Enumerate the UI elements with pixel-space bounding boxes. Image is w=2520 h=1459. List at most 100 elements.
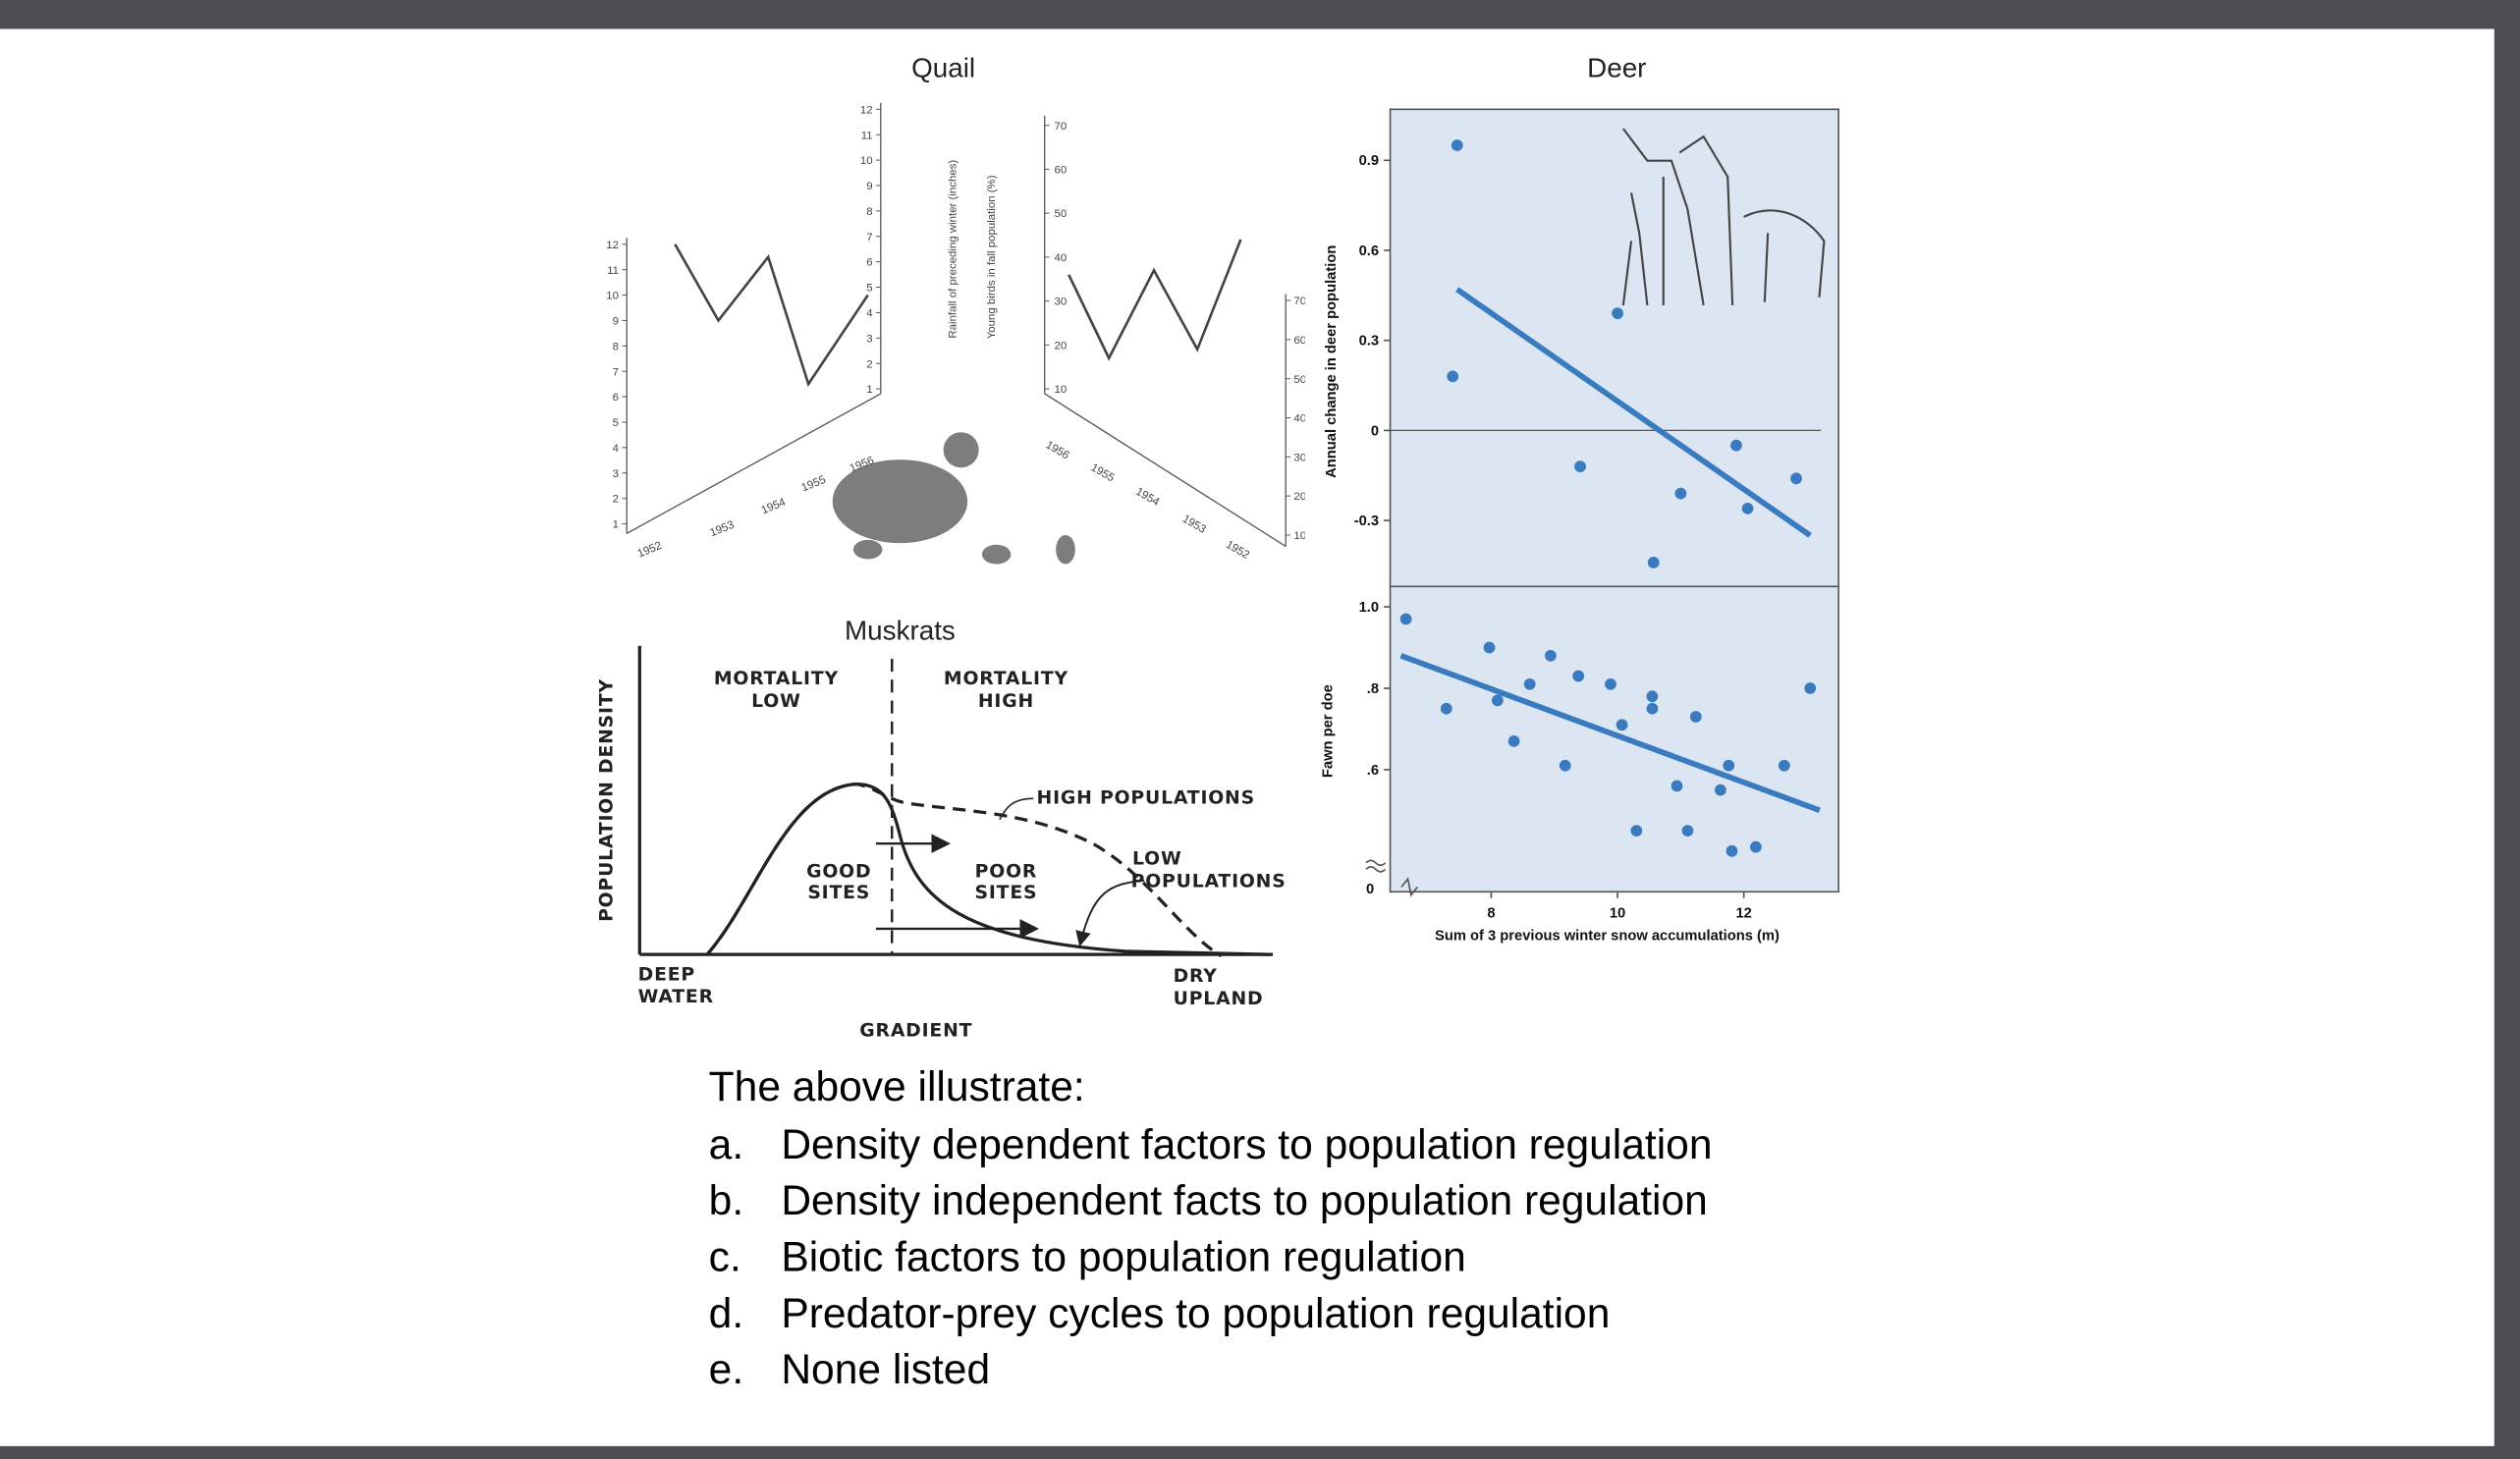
point [1804,682,1817,694]
site-label: GOOD [806,862,871,883]
y-tick-label: 3 [866,333,872,345]
y-tick-label: 70 [1293,296,1306,307]
point [1723,759,1735,772]
point [1545,649,1557,662]
deer-illustration [1621,128,1826,306]
end-label: DRY [1174,966,1218,987]
y-tick-label: 1 [866,384,872,396]
point [1790,472,1802,485]
y-axis-label: Annual change in deer population [1324,245,1340,478]
y-tick-label: 12 [860,104,873,116]
option-text: Predator-prey cycles to population regul… [781,1290,1610,1337]
option-letter: c. [709,1233,741,1280]
point [1647,557,1660,568]
option-text: None listed [781,1346,990,1393]
point [1616,719,1628,731]
end-label: WATER [638,987,714,1007]
y-tick-label: 1 [613,519,619,531]
deer-title: Deer [1587,53,1646,83]
y-tick-label: 4 [613,443,620,455]
point [1612,307,1623,320]
deer-chart: 0.9 0.6 0.3 0 -0.3 1.0 .8 .6 0 8 10 12 [1354,139,1822,921]
y-tick-label: 8 [866,206,872,218]
point [1714,784,1726,796]
point [1741,502,1754,514]
rainfall-axis-label: Rainfall of preceding winter (inches) [948,160,959,339]
y-tick-label: 10 [1293,530,1306,542]
option-letter: a. [709,1121,743,1168]
point [1447,370,1459,383]
rainfall-line [674,243,869,388]
y-tick-label: 0.3 [1359,334,1379,350]
y-tick-label: 2 [613,494,619,506]
y-tick-label: 30 [1293,452,1306,463]
option-letter: b. [709,1177,743,1224]
quail-axes [626,102,1287,547]
y-tick-label: 60 [1293,335,1306,347]
zone-label: MORTALITY [944,669,1068,689]
page-area [0,28,2494,1446]
question: The above illustrate: a. Density dependen… [709,1063,1713,1393]
option-text: Density independent facts to population … [781,1177,1707,1224]
y-tick-label: 8 [613,341,619,352]
y-tick-label: 7 [613,366,619,378]
y-tick-label: 11 [607,265,619,277]
y-tick-label: 30 [1055,297,1068,308]
curve-label: LOW [1132,848,1181,869]
x-tick-label: 12 [1735,905,1751,921]
y-tick-label: 5 [613,417,619,429]
point [1749,840,1762,853]
x-tick-label: 8 [1487,905,1495,921]
y-tick-label: 11 [861,130,873,141]
young-line [1068,239,1242,361]
point [1491,694,1504,707]
y-axis-label: POPULATION DENSITY [596,678,617,922]
option-letter: e. [709,1346,743,1393]
point [1630,825,1643,837]
y-tick-label: 10 [606,291,619,302]
option-text: Biotic factors to population regulation [781,1233,1465,1280]
y-tick-label: 10 [860,155,873,167]
prompt: The above illustrate: [709,1063,1085,1110]
y-tick-label: 60 [1055,165,1068,177]
point [1572,670,1585,682]
plot-area [1389,585,1839,893]
muskrats-title: Muskrats [845,615,956,645]
y-tick-label: 2 [866,358,872,370]
y-tick-label: 0.6 [1359,243,1379,259]
y-tick-label: 9 [613,316,619,328]
muskrat-diagram [637,645,1274,958]
y-tick-label: -0.3 [1354,513,1379,529]
y-tick-label: 7 [866,232,872,243]
y-tick-label: 70 [1055,121,1068,133]
point [1671,780,1683,792]
y-tick-label: 9 [866,181,872,192]
point [1778,759,1790,772]
point [1605,677,1616,690]
y-tick-label: 40 [1293,413,1306,425]
y-tick-label: .6 [1367,763,1379,779]
point [1483,641,1496,654]
trend-line [1455,287,1812,538]
point [1507,735,1520,747]
y-tick-label: 10 [1055,384,1068,396]
y-tick-label: 40 [1055,252,1068,264]
end-label: DEEP [638,964,695,985]
y-tick-label: .8 [1367,681,1379,697]
y-tick-label: 20 [1293,491,1306,503]
curve-label: HIGH POPULATIONS [1037,787,1255,808]
y-tick-label: 4 [866,307,873,319]
site-label: SITES [807,883,870,903]
y-tick-label: 50 [1293,374,1306,386]
curve-label: POPULATIONS [1131,871,1287,892]
quail-illustration [832,432,1075,565]
y-tick-label: 0 [1366,882,1374,897]
zone-label: HIGH [978,691,1034,712]
axis-break [1365,859,1419,897]
plot-area [1389,108,1839,588]
y-tick-label: 6 [613,392,619,404]
point [1440,702,1452,715]
y-axis-label: Fawn per doe [1321,684,1337,778]
y-tick-label: 1.0 [1359,600,1379,616]
